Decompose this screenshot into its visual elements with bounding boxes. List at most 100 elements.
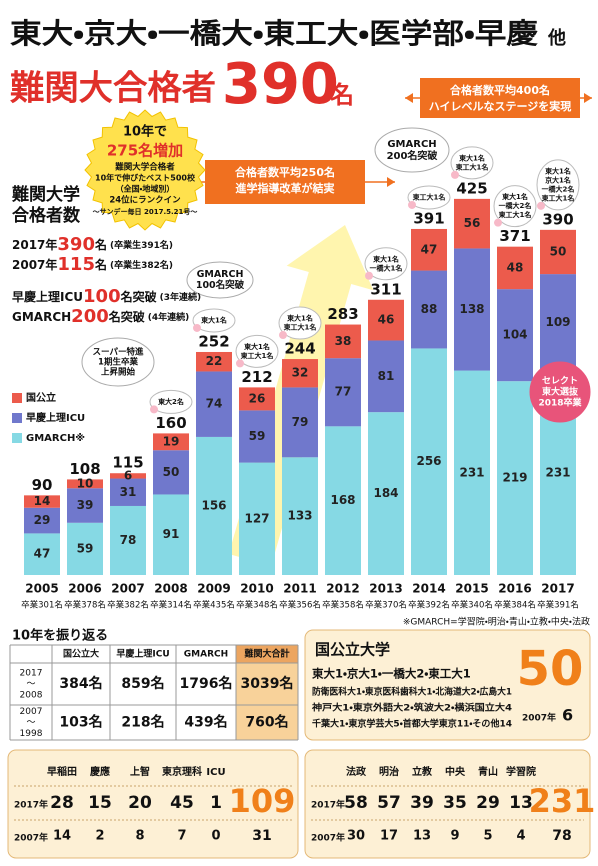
note-flower xyxy=(236,359,244,368)
bar-segment xyxy=(497,381,533,575)
segment-label: 104 xyxy=(502,328,527,342)
segment-label: 39 xyxy=(77,498,94,512)
summary-part: (卒業生391名) xyxy=(110,239,173,251)
private-value: 17 xyxy=(380,829,398,844)
note-text: 東工大1名 xyxy=(456,162,489,171)
graduates-label: 卒業301名 xyxy=(21,600,63,611)
segment-label: 46 xyxy=(378,313,395,327)
total-label: 108 xyxy=(69,460,100,478)
x-tick-label: 2006 xyxy=(68,582,101,596)
callout-bubble xyxy=(186,261,254,299)
summary-part: 名突破 xyxy=(121,289,157,304)
private-value: 45 xyxy=(170,793,194,813)
bar-segment xyxy=(411,348,447,575)
segment-label: 47 xyxy=(421,242,438,256)
note-text: 東工大1名 xyxy=(241,351,274,360)
summary-part: (卒業生382名) xyxy=(110,259,173,271)
graduates-label: 卒業340名 xyxy=(451,600,493,611)
private-header: 明治 xyxy=(379,765,399,778)
segment-label: 127 xyxy=(244,511,269,525)
badge-text: ～サンデー毎日 2017.5.21号～ xyxy=(93,207,198,216)
private-value: 29 xyxy=(476,793,500,813)
note-text: 東大1名 xyxy=(287,314,313,323)
note-text: 東大1名 xyxy=(502,192,528,201)
graduates-label: 卒業348名 xyxy=(236,600,278,611)
badge-text: 10年で xyxy=(123,124,167,140)
total-label: 160 xyxy=(155,414,186,432)
total-label: 252 xyxy=(198,332,229,350)
note-text: 東大2名 xyxy=(158,397,184,406)
note-bubble xyxy=(536,159,580,211)
table-cell: 103名 xyxy=(59,714,102,731)
callout-text: GMARCH xyxy=(197,269,244,280)
note-bubble xyxy=(235,334,279,368)
private-total: 231 xyxy=(529,782,596,820)
private-value: 28 xyxy=(50,793,74,813)
national-line: 千葉大1・東京学芸大5・首都大学東京11・その他14 xyxy=(312,718,512,730)
private-box xyxy=(7,749,299,859)
callout-bubble xyxy=(529,361,591,423)
summary-part: 200 xyxy=(71,306,109,327)
bar-segment xyxy=(411,228,447,271)
summary-row: 2007年115名 (卒業生382名) xyxy=(12,254,173,275)
period-label: ～ xyxy=(26,680,35,690)
segment-label: 184 xyxy=(373,486,398,500)
total-label: 371 xyxy=(499,227,530,245)
private-value: 35 xyxy=(443,793,467,813)
callout-box xyxy=(420,78,580,118)
arrow-head xyxy=(584,93,592,103)
callout-text: GMARCH xyxy=(387,139,436,150)
bar-segment xyxy=(67,522,103,575)
summary-heading: 難関大学 xyxy=(11,184,80,205)
x-tick-label: 2013 xyxy=(369,582,402,596)
private-value: 13 xyxy=(509,793,533,813)
bar-segment xyxy=(454,198,490,249)
callout-text: 100名突破 xyxy=(196,279,245,291)
private-total: 78 xyxy=(552,828,571,844)
segment-label: 133 xyxy=(287,509,312,523)
subtitle-unit: 名 xyxy=(329,81,354,109)
summary-part: 100 xyxy=(83,286,121,307)
note-bubble xyxy=(407,185,451,210)
total-label: 311 xyxy=(370,280,401,298)
legend-label: GMARCH※ xyxy=(26,432,85,444)
private-box xyxy=(304,749,591,859)
bar-segment xyxy=(325,426,361,575)
graduates-label: 卒業358名 xyxy=(322,600,364,611)
summary-part: 名 xyxy=(95,237,107,252)
summary-part: (3年連続) xyxy=(160,291,202,303)
segment-label: 38 xyxy=(335,334,352,348)
summary-row: 2017年390名 (卒業生391名) xyxy=(12,234,173,255)
total-label: 90 xyxy=(32,476,53,494)
bar-segment xyxy=(239,410,275,463)
private-header: 法政 xyxy=(346,765,367,778)
note-bubble xyxy=(149,389,193,414)
bar-segment xyxy=(497,246,533,290)
segment-label: 219 xyxy=(502,471,527,485)
summary-heading: 合格者数 xyxy=(12,205,81,226)
note-bubble xyxy=(278,306,322,340)
segment-label: 56 xyxy=(464,216,481,230)
segment-label: 29 xyxy=(34,513,51,527)
note-text: 東大1名 xyxy=(244,342,270,351)
bar-segment xyxy=(24,533,60,575)
period-label: 2008 xyxy=(20,691,43,701)
bar-segment xyxy=(282,359,318,388)
segment-label: 138 xyxy=(459,302,484,316)
summary-part: 名 xyxy=(95,257,107,272)
table-header: 早慶上理ICU xyxy=(116,648,169,660)
total-column xyxy=(236,645,298,663)
x-tick-label: 2017 xyxy=(541,582,574,596)
private-total: 109 xyxy=(229,782,296,820)
callout-text: 合格者数平均250名 xyxy=(234,165,335,179)
bar-segment xyxy=(282,387,318,458)
summary-part: (4年連続) xyxy=(148,311,190,323)
note-bubble xyxy=(493,185,537,228)
segment-label: 48 xyxy=(507,260,524,274)
total-label: 212 xyxy=(241,368,272,386)
segment-label: 14 xyxy=(34,494,51,508)
table-cell: 218名 xyxy=(121,714,164,731)
private-value: 2 xyxy=(95,829,104,844)
bar-segment xyxy=(368,299,404,341)
